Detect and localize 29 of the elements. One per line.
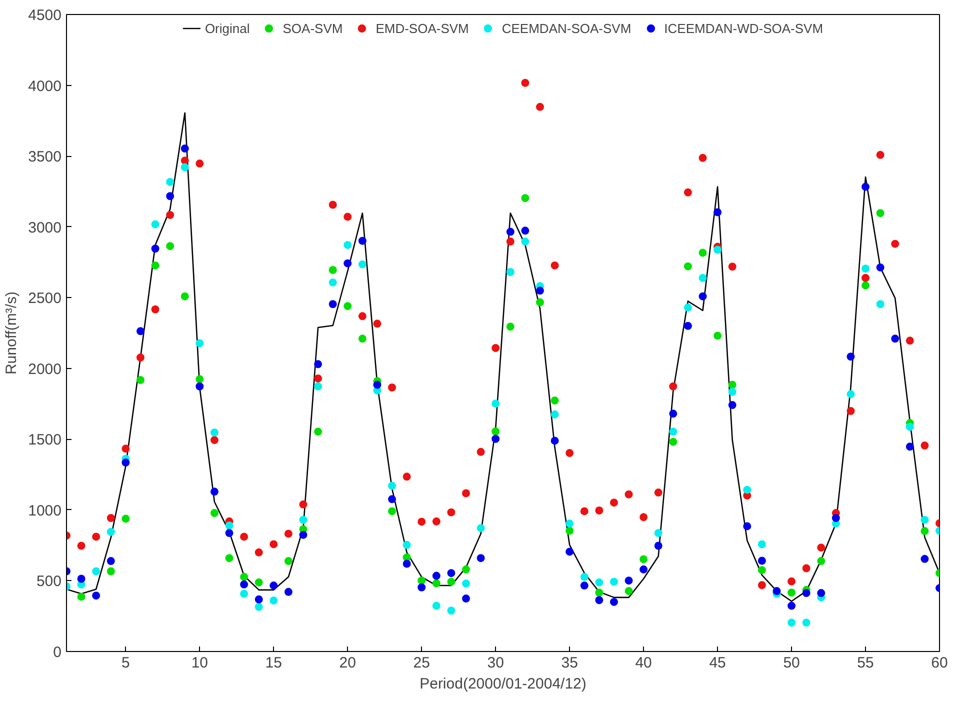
- y-tick-label: 2000: [28, 360, 62, 378]
- y-tick-label: 500: [36, 573, 62, 590]
- x-tick-label: 10: [191, 654, 208, 672]
- x-tick-label: 50: [783, 654, 800, 672]
- x-tick-label: 55: [857, 654, 874, 672]
- y-tick-label: 3000: [28, 219, 62, 236]
- legend-label: EMD-SOA-SVM: [376, 20, 469, 36]
- legend-label: SOA-SVM: [282, 20, 343, 36]
- y-tick-label: 3500: [28, 148, 62, 166]
- y-axis-title: Runoff(m³/s): [3, 291, 20, 375]
- x-tick-label: 5: [122, 654, 130, 672]
- x-tick-label: 40: [635, 654, 652, 672]
- legend-label: ICEEMDAN-WD-SOA-SVM: [664, 20, 824, 36]
- x-tick-label: 15: [265, 654, 282, 672]
- y-tick-label: 4500: [28, 7, 62, 24]
- x-tick-label: 60: [931, 654, 948, 672]
- legend-label: Original: [204, 20, 250, 36]
- x-tick-label: 20: [339, 654, 356, 672]
- y-tick-label: 1000: [28, 502, 62, 520]
- x-tick-label: 25: [413, 654, 430, 672]
- x-axis-title: Period(2000/01-2004/12): [420, 676, 586, 692]
- y-tick-label: 2500: [28, 290, 62, 308]
- x-tick-label: 30: [487, 654, 504, 672]
- y-tick-label: 4000: [28, 78, 62, 95]
- x-tick-label: 35: [561, 654, 578, 672]
- legend-label: CEEMDAN-SOA-SVM: [502, 20, 632, 36]
- y-tick-label: 1500: [28, 432, 62, 449]
- y-tick-label: 0: [53, 644, 62, 661]
- x-tick-label: 45: [709, 654, 726, 672]
